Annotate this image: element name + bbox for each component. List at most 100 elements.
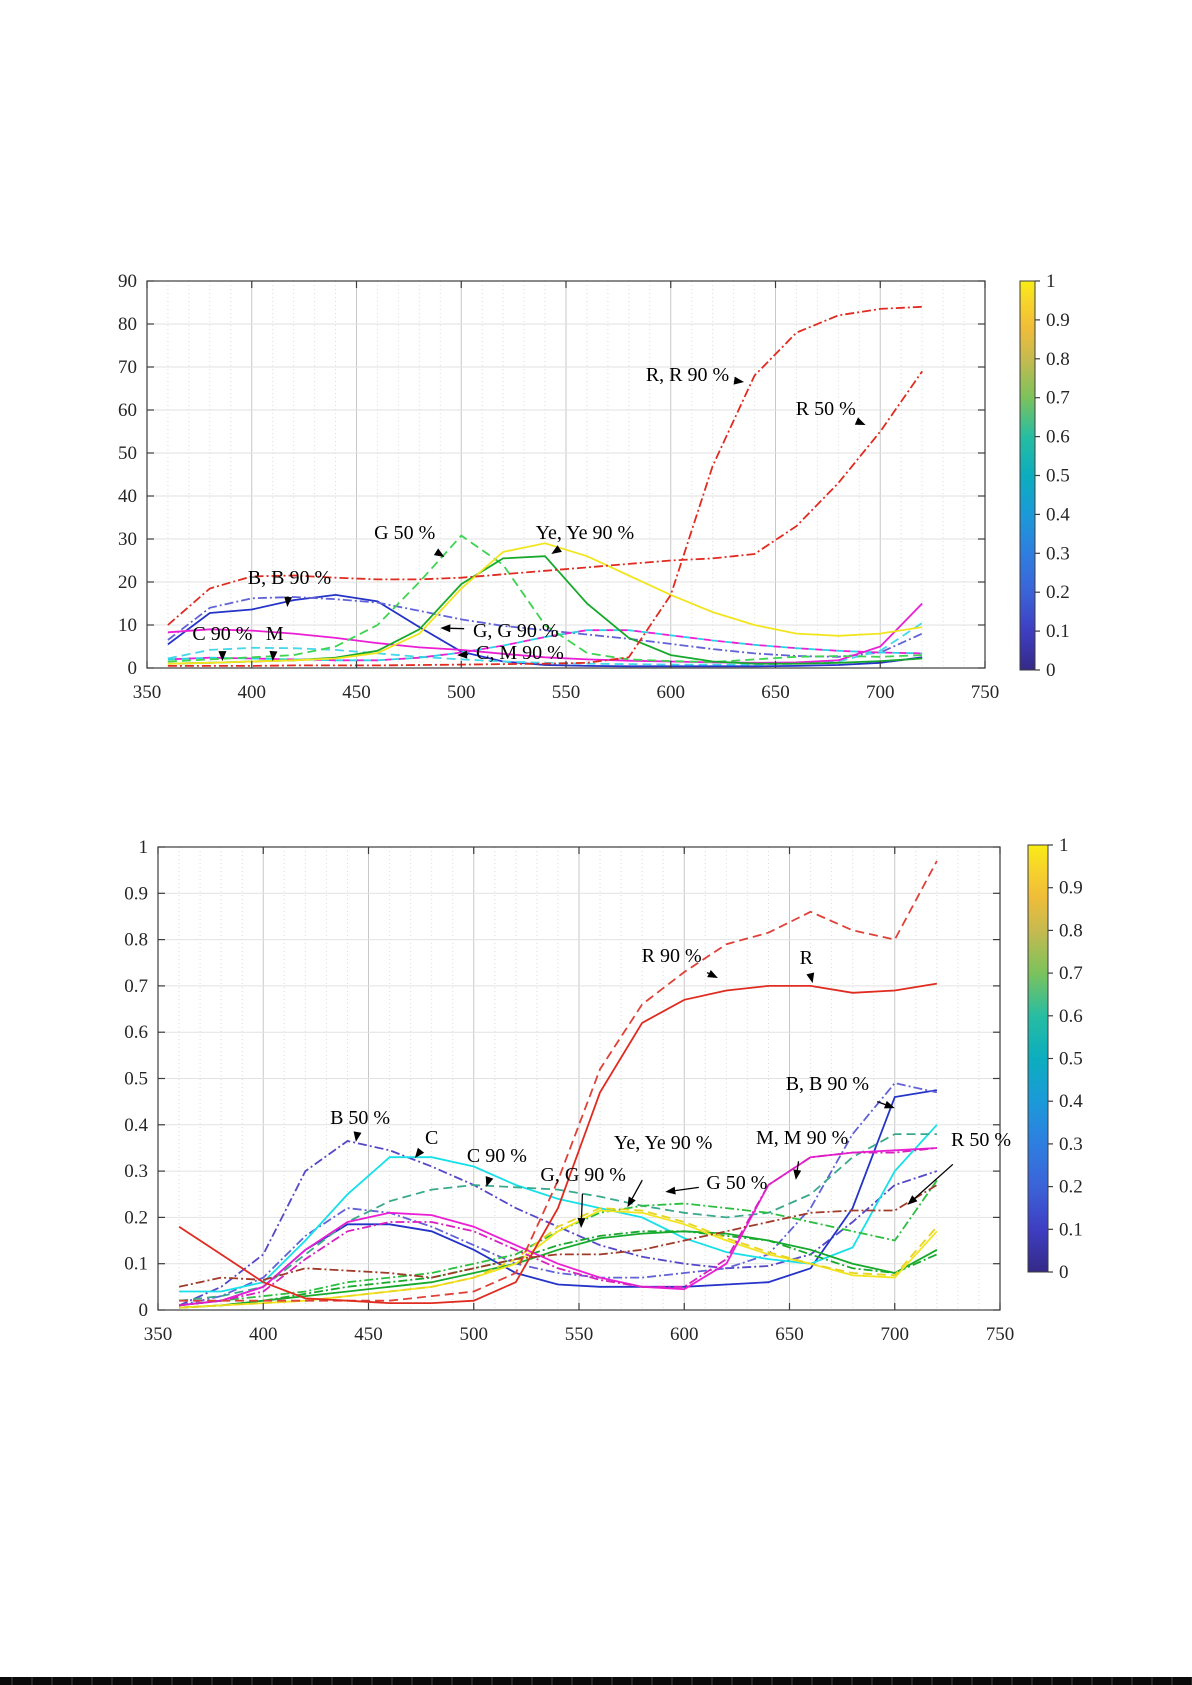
annotation-label: C 90 %	[192, 623, 252, 645]
y-tick-label: 0.4	[124, 1115, 148, 1136]
grid	[147, 281, 985, 668]
x-tick-label: 550	[552, 682, 581, 703]
annotation-label: G 50 %	[706, 1172, 767, 1194]
annotations: R 90 % R B, B 90 % M, M 90 % Ye, Ye 90 % G 50…	[330, 945, 1011, 1229]
colorbar-tick-label: 0.5	[1046, 466, 1070, 487]
colorbar-tick-label: 0.8	[1059, 920, 1083, 941]
y-tick-label: 40	[118, 486, 137, 507]
x-tick-label: 500	[447, 682, 476, 703]
x-tick-label: 600	[670, 1324, 699, 1345]
x-tick-label: 450	[354, 1324, 383, 1345]
colorbar: 0 0.1 0.2 0.3 0.4 0.5 0.6 0.7 0.8 0.9 1	[1019, 271, 1070, 681]
annotation-label: B 50 %	[330, 1107, 390, 1129]
y-tick-label: 80	[118, 314, 137, 335]
series-r-50	[167, 370, 923, 626]
colorbar-tick-label: 0	[1046, 660, 1056, 681]
y-tick-label: 0.3	[124, 1161, 148, 1182]
series-c-m-90	[167, 629, 923, 662]
y-tick-label: 0.1	[124, 1254, 148, 1275]
compressed-artifact-strip	[0, 1677, 1192, 1685]
series-lines	[167, 305, 923, 668]
series-b-90	[178, 1082, 938, 1307]
x-tick-label: 400	[238, 682, 267, 703]
annotation-label: B, B 90 %	[248, 567, 331, 589]
colorbar-tick-label: 0.2	[1059, 1177, 1083, 1198]
colorbar-tick-label: 0.4	[1059, 1091, 1083, 1112]
series-b-90	[167, 596, 923, 658]
y-tick-label: 0	[139, 1300, 149, 1321]
x-tick-label: 750	[986, 1324, 1015, 1345]
axes: 350 400 450 500 550 600 650 700 750 0 0.1 0.2 0.3 0.4…	[124, 837, 1014, 1345]
colorbar-tick-label: 0.4	[1046, 504, 1070, 525]
y-tick-label: 70	[118, 357, 137, 378]
y-tick-label: 50	[118, 443, 137, 464]
series-r	[178, 982, 938, 1304]
colorbar-tick-label: 1	[1046, 271, 1056, 292]
x-tick-label: 350	[133, 682, 162, 703]
colorbar-tick-label: 0.3	[1046, 543, 1070, 564]
x-tick-label: 650	[761, 682, 790, 703]
annotation-label: G, G 90 %	[473, 620, 559, 642]
y-tick-label: 0.7	[124, 976, 148, 997]
annotation-label: C, M 90 %	[476, 642, 564, 664]
top-chart: 350 400 450 500 550 600 650 700 7500102030405060…	[118, 271, 1070, 703]
annotation-label: G 50 %	[374, 522, 435, 544]
series-lines	[178, 860, 938, 1309]
y-tick-label: 90	[118, 271, 137, 292]
series-g-50	[179, 1179, 938, 1307]
x-tick-label: 450	[342, 682, 371, 703]
grid	[158, 847, 1000, 1310]
series-r-r-90	[167, 305, 923, 667]
series-ye-ye-90	[167, 542, 923, 665]
colorbar-tick-label: 0.1	[1046, 621, 1070, 642]
annotation-label: R 50 %	[951, 1129, 1011, 1151]
colorbar-tick-label: 0.9	[1059, 878, 1083, 899]
colorbar-tick-label: 1	[1059, 835, 1069, 856]
colorbar-tick-label: 0	[1059, 1262, 1069, 1283]
annotation-label: R	[800, 947, 814, 969]
bottom-chart: 350 400 450 500 550 600 650 700 750 0 0.1 0.2 0.3 0.4…	[124, 835, 1083, 1345]
annotation-label: Ye, Ye 90 %	[536, 522, 635, 544]
annotation-label: R 50 %	[796, 398, 856, 420]
colorbar-tick-label: 0.1	[1059, 1219, 1083, 1240]
series-g-50	[167, 534, 923, 663]
colorbar-tick-label: 0.7	[1059, 963, 1083, 984]
series-g	[179, 1230, 938, 1309]
y-tick-label: 10	[118, 615, 137, 636]
y-tick-label: 20	[118, 572, 137, 593]
x-tick-label: 400	[249, 1324, 278, 1345]
annotation-label: C 90 %	[467, 1145, 527, 1167]
colorbar-tick-label: 0.9	[1046, 310, 1070, 331]
y-tick-label: 0.8	[124, 930, 148, 951]
annotation-label: C	[425, 1127, 438, 1149]
annotation-label: M, M 90 %	[756, 1127, 848, 1149]
axes: 350 400 450 500 550 600 650 700 750 0 10 20 30 40 50 60…	[118, 271, 999, 703]
colorbar-tick-label: 0.2	[1046, 582, 1070, 603]
colorbar-tick-label: 0.8	[1046, 349, 1070, 370]
x-tick-label: 500	[460, 1324, 489, 1345]
series-g-90	[179, 1230, 938, 1309]
annotation-label: Ye, Ye 90 %	[614, 1132, 713, 1154]
annotation-label: G, G 90 %	[540, 1164, 626, 1186]
x-tick-label: 350	[144, 1324, 173, 1345]
annotation-label: B, B 90 %	[786, 1073, 869, 1095]
annotation-label: M	[266, 623, 284, 645]
x-tick-label: 750	[971, 682, 1000, 703]
colorbar: 0 0.1 0.2 0.3 0.4 0.5 0.6 0.7 0.8 0.9 1	[1027, 835, 1083, 1283]
y-tick-label: 0.2	[124, 1207, 148, 1228]
colorbar-tick-label: 0.6	[1059, 1006, 1083, 1027]
y-tick-label: 1	[139, 837, 149, 858]
annotation-label: R, R 90 %	[646, 364, 729, 386]
x-tick-label: 600	[657, 682, 686, 703]
colorbar-tick-label: 0.3	[1059, 1134, 1083, 1155]
y-tick-label: 0.9	[124, 883, 148, 904]
annotation-label: R 90 %	[642, 945, 702, 967]
annotations: R, R 90 % R 50 % G 50 % Ye, Ye 90 % B, B 90 …	[192, 364, 866, 664]
colorbar-tick-label: 0.5	[1059, 1049, 1083, 1070]
y-tick-label: 60	[118, 400, 137, 421]
y-tick-label: 0.5	[124, 1069, 148, 1090]
series-r-90	[179, 860, 938, 1302]
x-tick-label: 550	[565, 1324, 594, 1345]
series-c-90	[179, 1133, 937, 1302]
